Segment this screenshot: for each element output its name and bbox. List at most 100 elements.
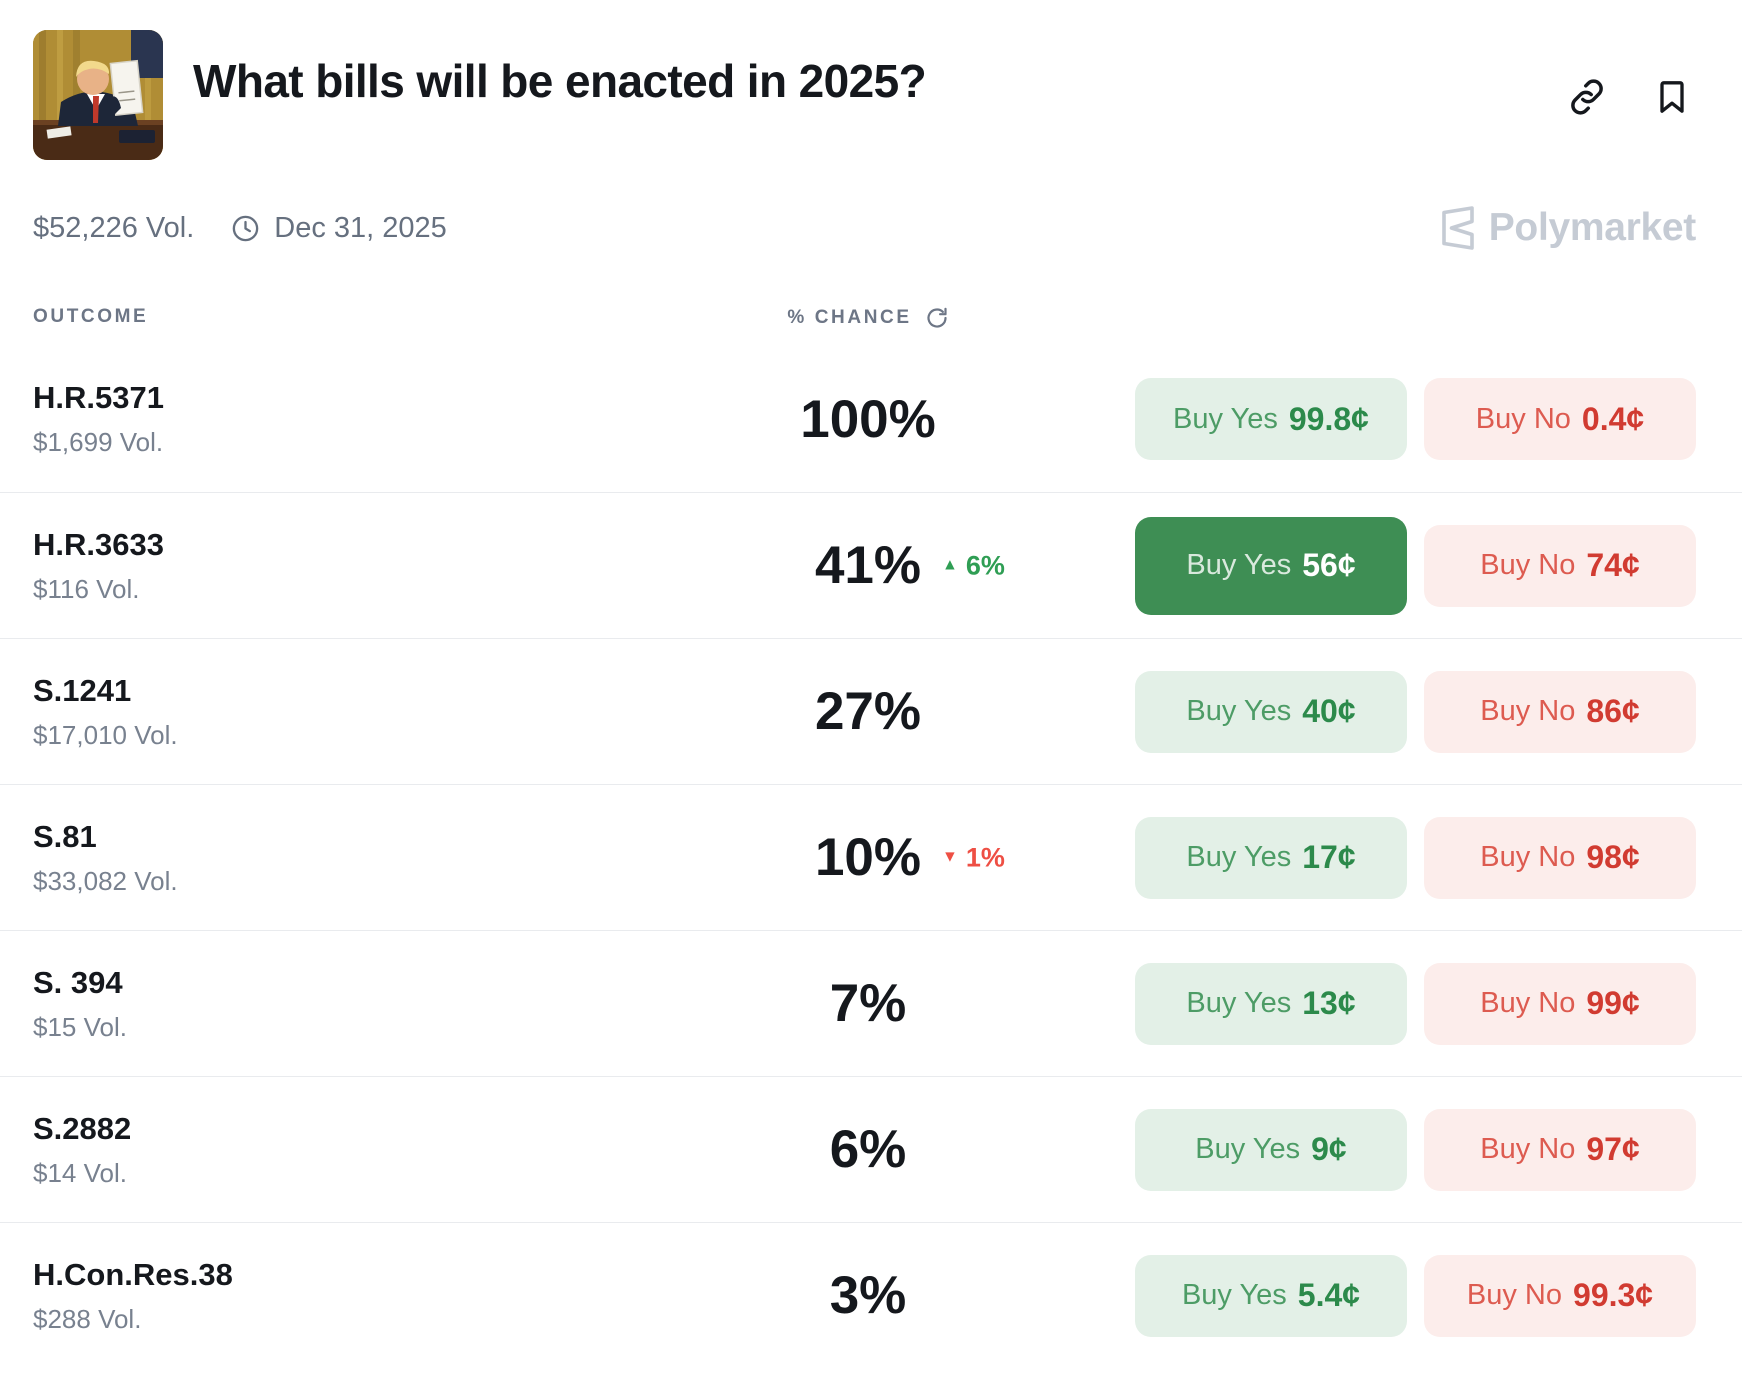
bookmark-icon <box>1660 81 1684 113</box>
buy-yes-label: Buy Yes <box>1181 1279 1287 1311</box>
buy-yes-label: Buy Yes <box>1173 402 1278 435</box>
outcome-cell: S.2882 $14 Vol. <box>33 1111 703 1189</box>
chance-value: 3% <box>829 1266 907 1325</box>
buy-yes-label: Buy Yes <box>1186 695 1292 727</box>
buy-no-button[interactable]: Buy No 99.3¢ <box>1424 1254 1696 1337</box>
chance-cell: 7% <box>703 973 1033 1034</box>
table-header: OUTCOME % CHANCE <box>0 306 1742 330</box>
buy-no-button[interactable]: Buy No 97¢ <box>1424 1108 1696 1191</box>
yes-price: 17¢ <box>1302 839 1356 875</box>
copy-link-button[interactable] <box>1566 76 1608 118</box>
outcome-cell: S.81 $33,082 Vol. <box>33 819 703 897</box>
outcome-cell: H.R.5371 $1,699 Vol. <box>33 380 703 458</box>
chance-delta: ▲ 6% <box>942 550 1005 581</box>
bill-name: S. 394 <box>33 964 123 1000</box>
chance-value: 100% <box>800 389 936 449</box>
buy-no-button[interactable]: Buy No 0.4¢ <box>1424 378 1696 460</box>
refresh-icon <box>927 307 947 328</box>
yes-price: 56¢ <box>1302 547 1356 583</box>
outcome-cell: H.Con.Res.38 $288 Vol. <box>33 1257 703 1335</box>
refresh-button[interactable] <box>925 306 949 330</box>
no-price: 74¢ <box>1586 547 1640 583</box>
polymarket-brand-link[interactable]: Polymarket <box>1441 204 1696 252</box>
chance-delta: ▼ 1% <box>942 842 1005 873</box>
yes-price: 5.4¢ <box>1297 1277 1361 1313</box>
buy-no-label: Buy No <box>1466 1279 1563 1311</box>
bill-volume: $33,082 Vol. <box>33 865 178 896</box>
buy-yes-button[interactable]: Buy Yes 13¢ <box>1135 962 1407 1045</box>
bill-name: H.Con.Res.38 <box>33 1256 233 1292</box>
bill-name: H.R.5371 <box>33 380 164 415</box>
outcome-column-header: OUTCOME <box>33 306 149 327</box>
chance-cell: 100% <box>703 389 1033 450</box>
bill-volume: $288 Vol. <box>33 1303 142 1334</box>
polymarket-logo-icon <box>1441 206 1474 250</box>
chance-cell: 6% <box>703 1119 1033 1180</box>
outcome-list: H.R.5371 $1,699 Vol. 100% Buy Yes 99.8¢ … <box>0 346 1742 1368</box>
no-price: 98¢ <box>1586 839 1640 875</box>
chance-delta-value: 1% <box>965 842 1005 872</box>
chance-cell: 3% <box>703 1265 1033 1326</box>
buy-no-label: Buy No <box>1475 402 1571 435</box>
chance-cell: 27% <box>703 681 1033 742</box>
buy-yes-button[interactable]: Buy Yes 40¢ <box>1135 670 1407 753</box>
outcome-cell: S. 394 $15 Vol. <box>33 965 703 1043</box>
bill-volume: $15 Vol. <box>33 1011 127 1042</box>
buy-yes-button[interactable]: Buy Yes 5.4¢ <box>1135 1254 1407 1337</box>
no-price: 99.3¢ <box>1573 1277 1654 1313</box>
yes-price: 9¢ <box>1311 1131 1347 1167</box>
yes-price: 13¢ <box>1302 985 1356 1021</box>
chance-value: 6% <box>829 1120 907 1179</box>
triangle-down-icon: ▼ <box>942 848 958 866</box>
chance-value: 10% <box>814 828 922 887</box>
market-row[interactable]: S.1241 $17,010 Vol. 27% Buy Yes 40¢ Buy … <box>0 638 1742 784</box>
link-icon <box>1571 79 1603 115</box>
triangle-up-icon: ▲ <box>942 556 958 574</box>
no-price: 0.4¢ <box>1581 400 1645 437</box>
chance-value: 27% <box>814 682 922 741</box>
buy-yes-label: Buy Yes <box>1186 841 1292 873</box>
yes-price: 99.8¢ <box>1288 400 1369 437</box>
bill-volume: $116 Vol. <box>33 573 140 604</box>
chance-cell: 41% ▲ 6% <box>703 535 1033 596</box>
buy-no-label: Buy No <box>1480 549 1576 581</box>
chance-value: 7% <box>829 974 907 1033</box>
buy-yes-label: Buy Yes <box>1195 1133 1301 1165</box>
no-price: 97¢ <box>1586 1131 1640 1167</box>
chance-column-header: % CHANCE <box>787 307 912 328</box>
avatar-illustration <box>33 30 163 160</box>
market-row[interactable]: S.81 $33,082 Vol. 10% ▼ 1% Buy Yes 17¢ B… <box>0 784 1742 930</box>
bill-name: S.81 <box>33 818 97 854</box>
market-row[interactable]: H.Con.Res.38 $288 Vol. 3% Buy Yes 5.4¢ B… <box>0 1222 1742 1368</box>
buy-yes-button[interactable]: Buy Yes 56¢ <box>1135 516 1407 615</box>
total-volume: $52,226 Vol. <box>33 211 195 244</box>
market-avatar <box>33 30 163 160</box>
buy-yes-button[interactable]: Buy Yes 17¢ <box>1135 816 1407 899</box>
buy-no-button[interactable]: Buy No 99¢ <box>1424 962 1696 1045</box>
market-row[interactable]: S. 394 $15 Vol. 7% Buy Yes 13¢ Buy No 99… <box>0 930 1742 1076</box>
brand-wordmark: Polymarket <box>1488 206 1697 249</box>
bookmark-button[interactable] <box>1652 76 1694 118</box>
bill-name: S.2882 <box>33 1110 132 1146</box>
buy-yes-button[interactable]: Buy Yes 9¢ <box>1135 1108 1407 1191</box>
market-row[interactable]: S.2882 $14 Vol. 6% Buy Yes 9¢ Buy No 97¢ <box>0 1076 1742 1222</box>
buy-no-button[interactable]: Buy No 86¢ <box>1424 670 1696 753</box>
no-price: 86¢ <box>1586 693 1640 729</box>
market-header: What bills will be enacted in 2025? <box>0 0 1742 160</box>
buy-yes-button[interactable]: Buy Yes 99.8¢ <box>1135 378 1407 460</box>
market-row[interactable]: H.R.3633 $116 Vol. 41% ▲ 6% Buy Yes 56¢ … <box>0 492 1742 638</box>
buy-no-label: Buy No <box>1480 695 1576 727</box>
buy-no-button[interactable]: Buy No 98¢ <box>1424 816 1696 899</box>
bill-name: H.R.3633 <box>33 526 164 562</box>
yes-price: 40¢ <box>1302 693 1356 729</box>
no-price: 99¢ <box>1586 985 1640 1021</box>
end-date: Dec 31, 2025 <box>274 211 447 244</box>
buy-no-button[interactable]: Buy No 74¢ <box>1424 524 1696 607</box>
outcome-cell: H.R.3633 $116 Vol. <box>33 527 703 605</box>
chance-cell: 10% ▼ 1% <box>703 827 1033 888</box>
chance-delta-value: 6% <box>965 550 1005 580</box>
market-row[interactable]: H.R.5371 $1,699 Vol. 100% Buy Yes 99.8¢ … <box>0 346 1742 492</box>
buy-yes-label: Buy Yes <box>1186 987 1292 1019</box>
buy-no-label: Buy No <box>1480 987 1576 1019</box>
outcome-cell: S.1241 $17,010 Vol. <box>33 673 703 751</box>
